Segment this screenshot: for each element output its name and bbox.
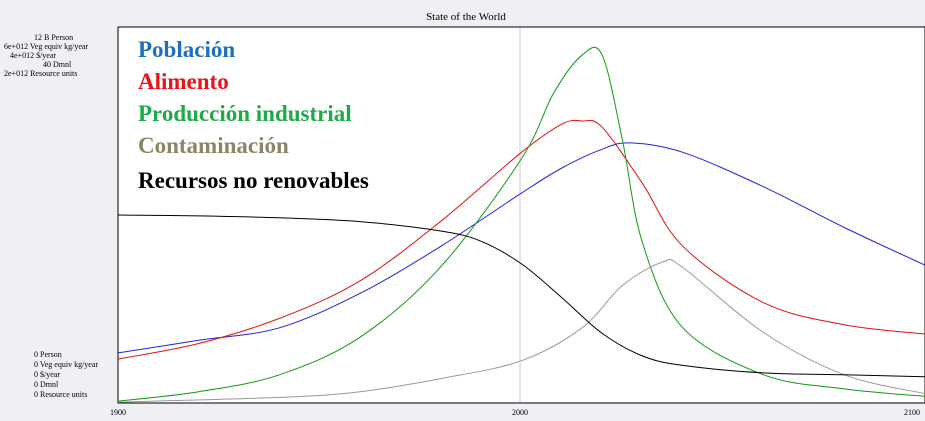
plot-background [118, 27, 925, 403]
bottom-axis-label-dollar: 0 $/year [34, 370, 60, 379]
series-line-poblacion [117, 142, 925, 354]
series-line-recursos-no-renovables [117, 214, 925, 378]
annotation-contaminacion: Contaminación [138, 133, 289, 158]
bottom-axis-label-person: 0 Person [34, 350, 62, 359]
top-axis-label-dollar: 4e+012 $/year [10, 51, 56, 60]
bottom-axis-label-veg: 0 Veg equiv kg/year [34, 360, 98, 369]
top-axis-label-dmnl: 40 Dmnl [43, 60, 72, 69]
top-axis-label-resource: 2e+012 Resource units [4, 69, 77, 78]
series-line-alimento [117, 119, 925, 360]
bottom-axis-label-resource: 0 Resource units [34, 390, 87, 399]
annotation-produccion-industrial: Producción industrial [138, 101, 352, 126]
top-axis-label-veg: 6e+012 Veg equiv kg/year [4, 42, 88, 51]
series-line-produccion-industrial [117, 46, 925, 402]
x-tick-label-1900: 1900 [110, 408, 126, 417]
series-lines [117, 46, 925, 403]
series-line-contaminacion [117, 258, 925, 403]
annotation-alimento: Alimento [138, 69, 229, 94]
x-tick-label-2100: 2100 [904, 408, 920, 417]
x-tick-label-2000: 2000 [512, 408, 528, 417]
annotation-recursos-no-renovables: Recursos no renovables [138, 168, 369, 193]
annotation-poblacion: Población [138, 37, 235, 62]
top-axis-label-person: 12 B Person [34, 33, 73, 42]
chart-title: State of the World [426, 11, 506, 23]
bottom-axis-label-dmnl: 0 Dmnl [34, 380, 59, 389]
